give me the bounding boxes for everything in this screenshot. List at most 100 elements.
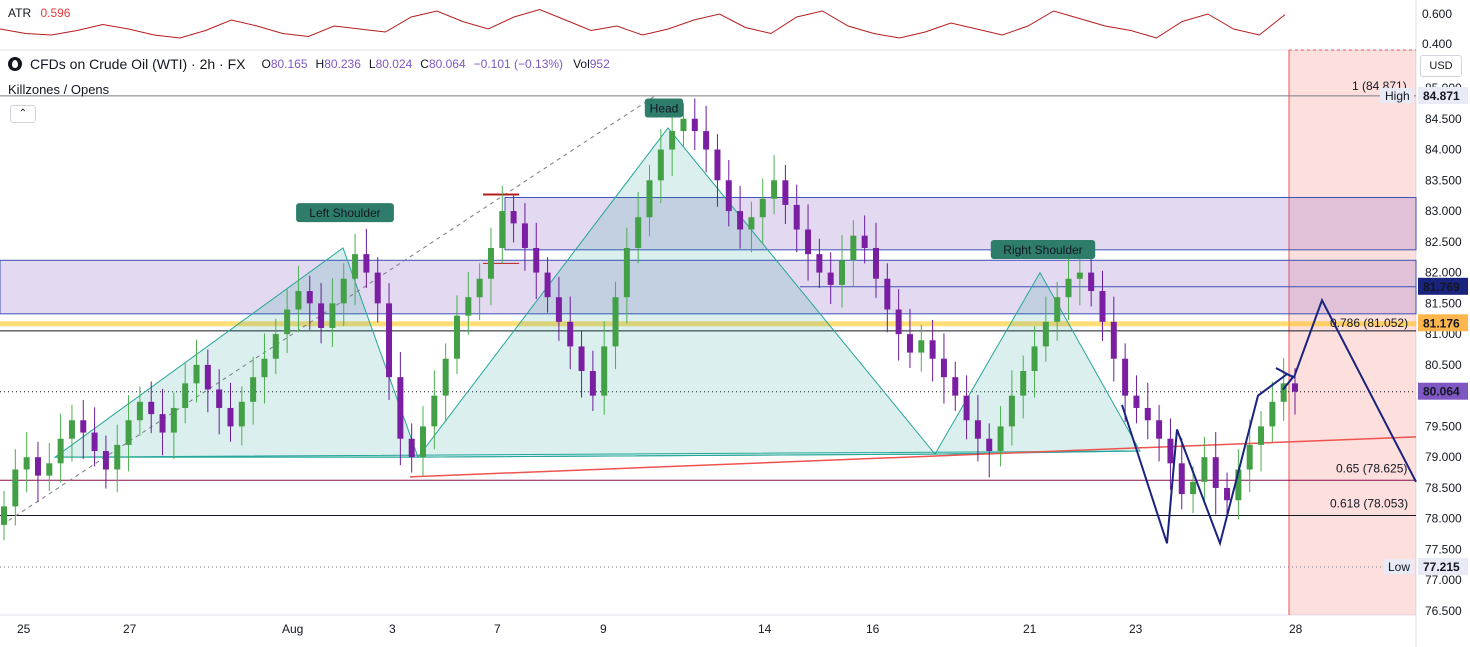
low-price-badge: 77.215 xyxy=(1423,560,1460,574)
candle-body xyxy=(850,235,857,261)
candle-body xyxy=(114,444,121,470)
candle-body xyxy=(284,309,291,335)
candle-body xyxy=(250,377,257,402)
candle-body xyxy=(521,223,528,248)
candle-body xyxy=(657,149,664,181)
candle-body xyxy=(544,272,551,298)
candle-body xyxy=(895,309,902,335)
symbol-title[interactable]: CFDs on Crude Oil (WTI) · 2h · FX xyxy=(30,56,246,72)
ohlc-high: H80.236 xyxy=(315,57,361,71)
close-value: 80.064 xyxy=(428,57,466,71)
candle-body xyxy=(612,297,619,347)
change-value: −0.101 (−0.13%) xyxy=(473,57,564,71)
candle-body xyxy=(227,407,234,427)
candle-body xyxy=(510,211,517,224)
fib-label-065: 0.65 (78.625) xyxy=(1336,461,1407,475)
candle-body xyxy=(816,254,823,273)
candle-body xyxy=(295,291,302,310)
candle-body xyxy=(125,420,132,445)
candle-body xyxy=(986,438,993,452)
price-tick: 79.000 xyxy=(1425,450,1462,464)
candle-body xyxy=(363,254,370,273)
candle-body xyxy=(12,469,19,507)
collapse-legend-button[interactable]: ⌃ xyxy=(10,105,36,123)
candle-body xyxy=(91,432,98,452)
candle-body xyxy=(420,426,427,458)
neck-fill xyxy=(54,450,1141,458)
candle-body xyxy=(1178,463,1185,495)
volume-label: Vol xyxy=(573,57,590,71)
time-tick: 7 xyxy=(494,622,501,636)
time-tick: 28 xyxy=(1289,622,1303,636)
candle-body xyxy=(974,420,981,439)
high-price-badge-bg xyxy=(1418,86,1468,104)
candle-body xyxy=(1031,346,1038,372)
candle-body xyxy=(102,451,109,470)
candle-body xyxy=(1201,457,1208,482)
fib-label-0786: 0.786 (81.052) xyxy=(1330,316,1408,330)
candle-body xyxy=(23,457,30,470)
candle-body xyxy=(1224,487,1231,501)
price-tick: 76.500 xyxy=(1425,604,1462,618)
time-tick: Aug xyxy=(282,622,303,636)
open-value: 80.165 xyxy=(270,57,308,71)
candle-body xyxy=(578,346,585,372)
currency-button[interactable]: USD xyxy=(1420,55,1462,77)
candle-body xyxy=(1212,457,1219,488)
candle-body xyxy=(453,315,460,359)
price-tick: 78.500 xyxy=(1425,481,1462,495)
indicator-label[interactable]: Killzones / Opens xyxy=(8,82,110,97)
candle-body xyxy=(805,229,812,255)
symbol-legend: CFDs on Crude Oil (WTI) · 2h · FX O80.16… xyxy=(8,56,610,72)
candle-body xyxy=(1235,469,1242,501)
price-tick: 77.000 xyxy=(1425,573,1462,587)
low-value: 80.024 xyxy=(375,57,413,71)
candle-body xyxy=(1020,371,1027,396)
price-tick: 78.000 xyxy=(1425,512,1462,526)
candle-body xyxy=(1280,383,1287,402)
candle-body xyxy=(57,438,64,464)
candle-body xyxy=(635,217,642,248)
candle-body xyxy=(80,420,87,433)
candle-body xyxy=(465,297,472,316)
candle-body xyxy=(918,340,925,353)
candle-body xyxy=(601,346,608,396)
candle-body xyxy=(737,211,744,230)
candle-body xyxy=(623,247,630,298)
candle-body xyxy=(680,118,687,132)
candle-body xyxy=(1076,272,1083,279)
last-price-badge: 80.064 xyxy=(1423,385,1460,399)
volume: Vol952 xyxy=(573,57,610,71)
band-price-badge: 81.769 xyxy=(1423,280,1460,294)
candle-body xyxy=(1,506,7,525)
candle-body xyxy=(748,217,755,230)
candle-body xyxy=(567,321,574,347)
candle-body xyxy=(193,364,200,384)
ohlc-low: L80.024 xyxy=(368,57,413,71)
right-shoulder-label: Right Shoulder xyxy=(1003,243,1082,257)
candle-body xyxy=(940,358,947,378)
candle-body xyxy=(1122,358,1129,396)
candle-body xyxy=(1099,291,1106,322)
price-tick: 84.000 xyxy=(1425,143,1462,157)
candle-body xyxy=(318,303,325,328)
right-shoulder-label-bg xyxy=(990,240,1096,260)
price-tick: 80.500 xyxy=(1425,358,1462,372)
neckline-red xyxy=(409,436,1417,478)
band-price-badge-bg xyxy=(1418,277,1468,295)
low-label: Low xyxy=(1388,560,1410,574)
head-label: Head xyxy=(650,102,679,116)
candle-body xyxy=(1133,395,1140,408)
candle-body xyxy=(725,180,732,212)
candle-body xyxy=(1269,401,1276,427)
low-price-badge-bg xyxy=(1418,558,1468,576)
candle-body xyxy=(1042,321,1049,347)
price-tick: 83.000 xyxy=(1425,204,1462,218)
candle-body xyxy=(884,278,891,310)
candle-body xyxy=(340,278,347,304)
time-tick: 23 xyxy=(1129,622,1143,636)
candle-body xyxy=(929,340,936,359)
candle-body xyxy=(159,414,166,433)
candle-body xyxy=(148,401,155,415)
